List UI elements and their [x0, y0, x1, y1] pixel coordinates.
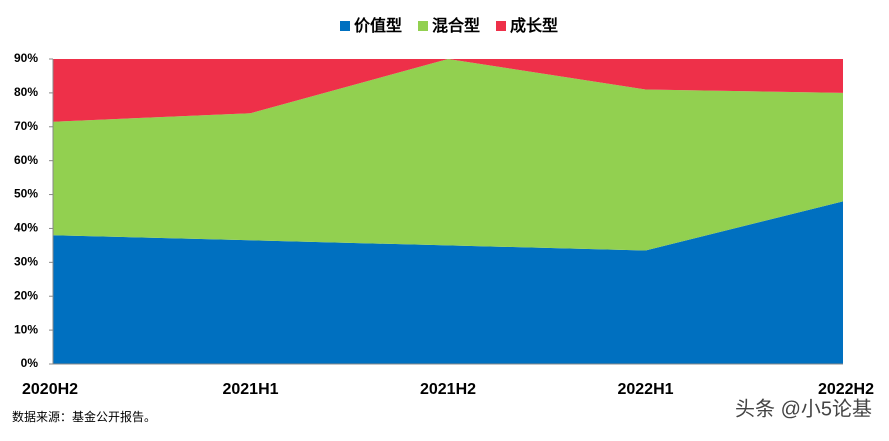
y-tick-label: 10% [14, 322, 38, 336]
y-tick-label: 80% [14, 85, 38, 99]
area [53, 201, 843, 364]
legend-swatch [340, 21, 350, 31]
y-tick-label: 60% [14, 153, 38, 167]
legend-label: 价值型 [354, 16, 402, 35]
legend-swatch [418, 21, 428, 31]
y-tick-label: 70% [14, 119, 38, 133]
x-tick-label: 2020H2 [22, 381, 78, 398]
y-tick-label: 0% [21, 356, 39, 370]
y-tick-label: 90% [14, 51, 38, 65]
y-tick-label: 20% [14, 288, 38, 302]
y-tick-label: 50% [14, 187, 38, 201]
legend-label: 成长型 [510, 16, 558, 35]
legend-swatch [496, 21, 506, 31]
watermark: 头条 @小5论基 [735, 397, 872, 420]
source-note: 数据来源：基金公开报告。 [12, 409, 156, 424]
y-tick-label: 40% [14, 221, 38, 235]
x-tick-label: 2021H2 [420, 381, 476, 398]
x-tick-label: 2022H2 [818, 381, 874, 398]
area [53, 59, 843, 122]
y-tick-label: 30% [14, 255, 38, 269]
area [53, 59, 843, 251]
x-tick-label: 2021H1 [222, 381, 278, 398]
x-tick-label: 2022H1 [617, 381, 673, 398]
legend-label: 混合型 [432, 16, 480, 35]
